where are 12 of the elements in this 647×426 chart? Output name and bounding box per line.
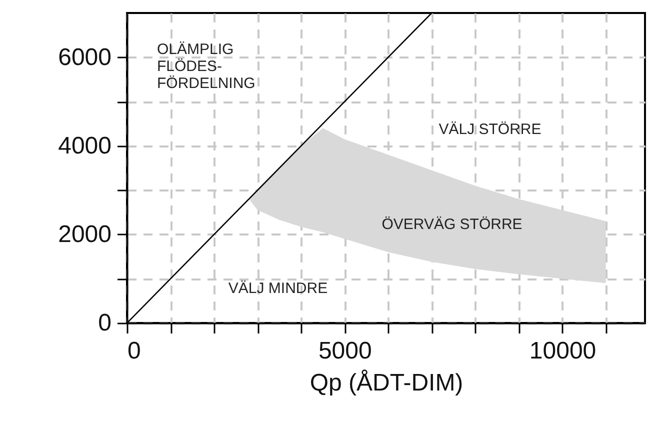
y-tick-label: 0 bbox=[98, 310, 112, 336]
y-tick-label: 6000 bbox=[58, 44, 112, 71]
annotation: VÄLJ MINDRE bbox=[228, 280, 328, 297]
annotation: ÖVERVÄG STÖRRE bbox=[382, 216, 522, 233]
x-tick-label: 10000 bbox=[529, 338, 596, 364]
annotation: OLÄMPLIG FLÖDES- FÖRDELNING bbox=[157, 41, 256, 92]
y-tick-label: 2000 bbox=[58, 220, 112, 248]
x-tick-label: 5000 bbox=[318, 338, 372, 364]
annotation: VÄLJ STÖRRE bbox=[438, 121, 542, 138]
x-axis-title: Qp (ÅDT-DIM) bbox=[310, 370, 464, 396]
y-tick-label: 4000 bbox=[58, 132, 112, 160]
x-tick-label: 0 bbox=[128, 338, 141, 364]
